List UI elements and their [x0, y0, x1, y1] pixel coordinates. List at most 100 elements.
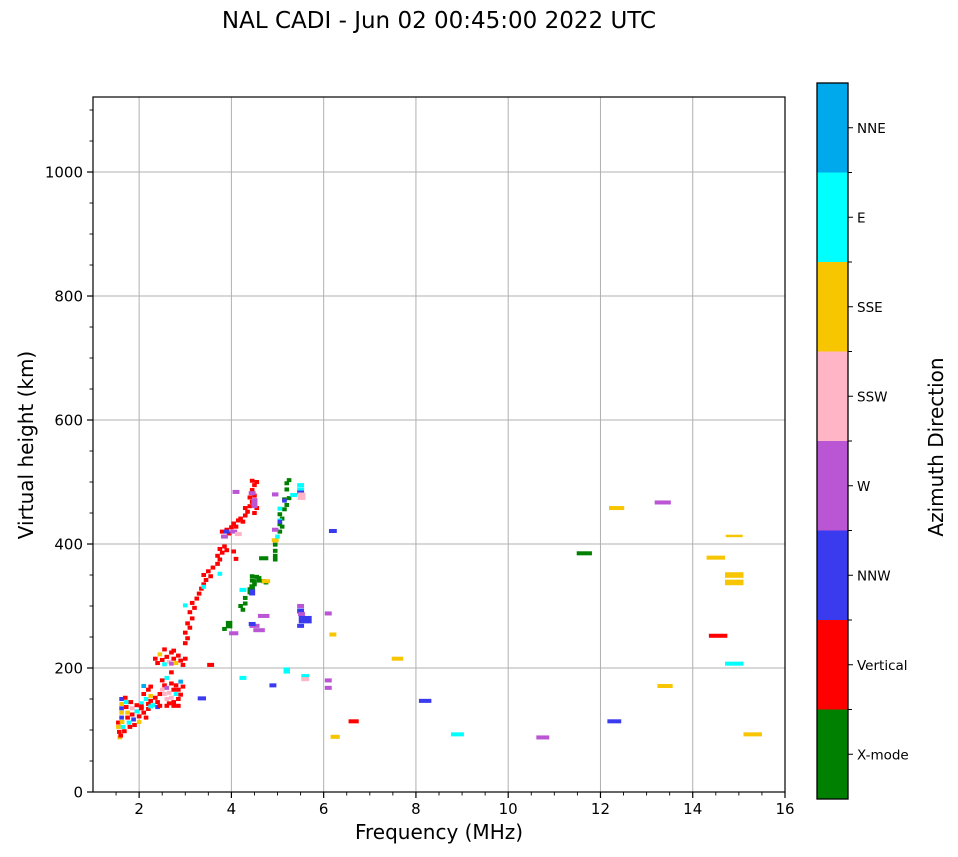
colorbar: NNE E SSE SSW W NNW Vertical X-mode: [816, 82, 909, 800]
data-point-V: [252, 493, 257, 498]
data-point-X: [286, 478, 292, 483]
data-point-V: [201, 572, 207, 578]
data-point-SSE: [725, 572, 744, 578]
data-point-E: [217, 571, 223, 576]
data-point-V: [185, 636, 190, 641]
data-point-V: [176, 653, 181, 658]
data-point-V: [141, 710, 147, 715]
data-point-V: [206, 569, 211, 574]
colorbar-category-label-NNW: NNW: [857, 568, 891, 584]
axis-ticks: 2 4 6 8 10 12 14 16 0 200 400 600 800 1000: [45, 109, 795, 818]
y-tick-label: 1000: [45, 164, 83, 182]
data-point-X: [272, 548, 278, 553]
data-point-SSE: [271, 538, 279, 543]
data-point-V: [187, 625, 193, 630]
data-point-V: [157, 703, 163, 708]
chart-title: NAL CADI - Jun 02 00:45:00 2022 UTC: [221, 8, 657, 34]
data-point-V: [201, 582, 207, 587]
data-point-V: [162, 683, 167, 688]
data-point-W: [248, 491, 256, 496]
data-point-SSE: [136, 719, 142, 724]
data-point-NNW: [248, 621, 256, 626]
data-point-W: [257, 613, 270, 618]
colorbar-category-label-NNE: NNE: [857, 121, 886, 137]
data-point-E: [139, 701, 144, 706]
y-tick-label: 0: [73, 784, 83, 802]
data-point-V: [233, 556, 239, 561]
data-point-SSW: [164, 696, 170, 702]
data-point-NNW: [269, 683, 277, 688]
data-point-V: [125, 715, 130, 720]
data-point-SSW: [169, 695, 174, 700]
colorbar-category-label-X: X-mode: [857, 747, 909, 763]
data-point-X: [222, 626, 227, 631]
data-point-V: [157, 692, 163, 697]
data-point-NNW: [249, 589, 256, 596]
data-point-V: [132, 723, 137, 728]
y-tick-label: 400: [54, 536, 83, 554]
data-point-SSW: [162, 692, 167, 697]
data-point-V: [219, 529, 225, 534]
data-point-V: [146, 687, 151, 692]
data-point-V: [146, 701, 151, 706]
data-point-NNW: [119, 706, 124, 711]
data-point-V: [155, 661, 160, 666]
data-point-V: [182, 656, 188, 661]
data-point-V: [171, 648, 177, 653]
data-point-SSE: [725, 534, 743, 538]
data-point-W: [164, 685, 170, 690]
data-point-V: [139, 704, 144, 709]
data-point-V: [118, 733, 123, 738]
data-point-X: [277, 529, 283, 534]
colorbar-segment-NNW: [817, 530, 848, 620]
data-point-V: [136, 714, 142, 719]
data-point-X: [254, 574, 260, 579]
data-point-V: [134, 703, 140, 708]
data-point-X: [249, 584, 255, 591]
data-point-SSW: [234, 532, 242, 537]
data-point-SSE: [706, 555, 726, 560]
colorbar-segment-SSE: [817, 262, 848, 352]
data-point-V: [171, 700, 177, 705]
data-point-E: [201, 584, 207, 589]
data-point-V: [164, 654, 170, 659]
x-tick-label: 10: [499, 800, 518, 818]
data-point-V: [155, 700, 160, 705]
data-point-SSW: [129, 706, 135, 711]
data-point-SSE: [725, 579, 744, 586]
data-point-W: [253, 628, 265, 633]
data-point-V: [159, 657, 165, 662]
data-point-E: [277, 506, 283, 511]
data-point-V: [189, 600, 195, 605]
data-point-SSE: [743, 732, 762, 737]
data-point-V: [231, 549, 237, 554]
colorbar-category-label-E: E: [857, 210, 866, 226]
data-point-NNW: [328, 528, 337, 534]
data-point-V: [187, 610, 193, 615]
data-point-V: [143, 715, 149, 720]
data-point-E: [134, 709, 140, 714]
data-point-E: [725, 661, 744, 666]
data-point-X: [277, 512, 283, 517]
x-tick-label: 8: [411, 800, 421, 818]
data-point-X: [279, 524, 285, 529]
gridlines: [93, 97, 785, 792]
data-point-X: [272, 557, 278, 562]
data-point-W: [654, 500, 671, 505]
data-point-W: [230, 529, 238, 534]
colorbar-category-label-SSE: SSE: [857, 300, 883, 316]
data-point-E: [120, 724, 126, 729]
data-point-X: [576, 551, 592, 556]
data-point-SSE: [148, 693, 153, 698]
data-point-SSW: [166, 690, 172, 695]
data-point-V: [159, 678, 165, 683]
data-point-X: [240, 607, 246, 612]
x-axis-label: Frequency (MHz): [354, 820, 524, 844]
data-point-SSE: [119, 710, 124, 715]
data-point-NNW: [297, 623, 305, 628]
data-point-V: [203, 577, 209, 582]
y-tick-label: 600: [54, 412, 83, 430]
data-point-X: [249, 574, 255, 579]
data-point-V: [189, 616, 195, 621]
